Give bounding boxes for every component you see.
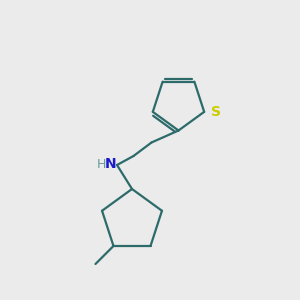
Text: S: S: [211, 105, 221, 119]
Text: N: N: [105, 157, 117, 171]
Text: H: H: [97, 158, 106, 171]
